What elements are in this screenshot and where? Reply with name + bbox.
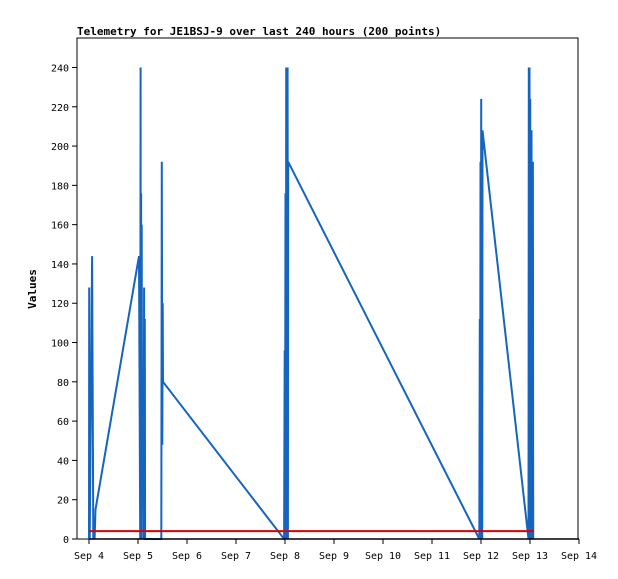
- x-tick-label: Sep 7: [221, 551, 251, 562]
- y-tick-label: 120: [51, 299, 69, 310]
- x-axis: Sep 4 Sep 5 Sep 6 Sep 7 Sep 8 Sep 9 Sep 10 Sep …: [74, 539, 597, 562]
- x-tick-label: Sep 12: [463, 551, 499, 562]
- y-tick-label: 60: [57, 417, 69, 428]
- y-tick-label: 100: [51, 339, 69, 350]
- y-tick-label: 240: [51, 63, 69, 74]
- series-main-line: [88, 67, 535, 542]
- x-tick-label: Sep 13: [512, 551, 548, 562]
- plot-frame: [76, 37, 579, 540]
- y-tick-label: 0: [63, 535, 69, 546]
- y-axis: 0 20 40 60 80 100 120 140 160 180 200 220 240: [51, 63, 77, 546]
- series-layer: [88, 67, 579, 542]
- y-tick-label: 40: [57, 456, 69, 467]
- y-tick-label: 140: [51, 260, 69, 271]
- y-tick-label: 80: [57, 378, 69, 389]
- x-tick-label: Sep 11: [414, 551, 450, 562]
- x-tick-label: Sep 14: [561, 551, 597, 562]
- y-tick-label: 220: [51, 103, 69, 114]
- y-tick-label: 20: [57, 496, 69, 507]
- x-tick-label: Sep 10: [365, 551, 401, 562]
- y-tick-label: 160: [51, 221, 69, 232]
- x-tick-label: Sep 4: [74, 551, 104, 562]
- x-tick-label: Sep 6: [172, 551, 202, 562]
- y-tick-label: 200: [51, 142, 69, 153]
- x-tick-label: Sep 5: [123, 551, 153, 562]
- y-tick-label: 180: [51, 181, 69, 192]
- y-axis-label: Values: [26, 269, 39, 309]
- x-tick-label: Sep 8: [270, 551, 300, 562]
- chart-title: Telemetry for JE1BSJ-9 over last 240 hou…: [77, 25, 441, 38]
- x-tick-label: Sep 9: [319, 551, 349, 562]
